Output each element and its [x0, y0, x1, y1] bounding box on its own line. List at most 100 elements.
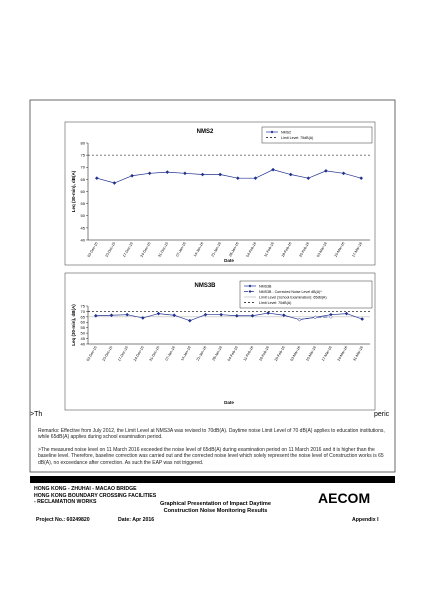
y-axis-label: Leq (30-min), dB(A) [71, 170, 76, 212]
legend-label: Limit Level: 70dB(A) [259, 301, 291, 305]
x-tick-label: 14-Jan-16 [180, 346, 192, 362]
y-tick-label: 60 [81, 189, 86, 194]
x-tick-label: 17-Dec-15 [117, 346, 129, 363]
legend-label: Limit Level (School Examination): 65dB(A… [259, 295, 327, 299]
line: HONG KONG BOUNDARY CROSSING FACILITIES [34, 492, 157, 499]
point [109, 313, 114, 318]
y-tick-label: 80 [81, 140, 86, 145]
x-tick-label: 11-Feb-16 [263, 242, 275, 258]
y-tick-label: 45 [81, 225, 86, 230]
point [219, 312, 224, 317]
point [218, 172, 223, 177]
point [200, 172, 205, 177]
point [187, 318, 192, 323]
y-axis-label: Leq (30-min), dB(A) [71, 304, 76, 346]
overflow-text: peric [374, 411, 390, 418]
y-tick-label: 60 [81, 320, 86, 325]
point [344, 311, 349, 316]
line: - RECLAMATION WORKS [34, 499, 97, 505]
x-tick-label: 25-Feb-16 [274, 346, 286, 362]
x-axis-label: Date [224, 258, 234, 263]
x-tick-label: 07-Jan-16 [175, 242, 187, 258]
y-tick-label: 55 [81, 201, 86, 206]
drawing-title: Graphical Presentation of Impact Daytime… [160, 501, 271, 514]
y-tick-label: 55 [81, 325, 86, 330]
point [156, 311, 161, 316]
y-tick-label: 70 [81, 309, 86, 314]
legend-label: NMS3B - Corrected Noise Level dB(A)* [259, 290, 322, 294]
line: Construction Noise Monitoring Results [163, 507, 268, 514]
x-tick-label: 17-Dec-15 [122, 242, 134, 259]
point [313, 315, 318, 320]
point [250, 313, 255, 318]
x-tick-label: 25-Feb-16 [298, 242, 310, 258]
point [306, 176, 311, 181]
x-tick-label: 24-Mar-16 [337, 345, 349, 361]
point [288, 172, 293, 177]
point [94, 176, 99, 181]
overflow-text: >Th [30, 411, 42, 418]
y-tick-label: 50 [81, 331, 86, 336]
x-tick-label: 28-Jan-16 [211, 346, 223, 362]
point [234, 313, 239, 318]
y-tick-label: 50 [81, 213, 86, 218]
x-tick-label: 24-Dec-15 [133, 346, 145, 363]
point [112, 181, 117, 185]
y-tick-label: 65 [81, 314, 86, 319]
point [359, 176, 364, 181]
y-tick-label: 40 [81, 341, 86, 346]
point [341, 171, 346, 176]
point [147, 171, 152, 176]
point [271, 167, 275, 172]
point [360, 317, 365, 321]
remark: >The measured noise level on 11 March 20… [38, 447, 384, 466]
point [281, 313, 286, 318]
chart-title: NMS2 [197, 129, 214, 135]
y-tick-label: 75 [81, 303, 86, 308]
point [235, 176, 240, 181]
point [130, 173, 134, 178]
disclaimer-bar [30, 476, 395, 483]
x-tick-label: 04-Feb-16 [227, 346, 239, 362]
point [253, 176, 258, 181]
x-tick-label: 18-Feb-16 [258, 346, 270, 362]
point [125, 312, 130, 317]
legend-marker [248, 290, 252, 293]
point [93, 313, 98, 318]
appendix: Appendix I [352, 517, 379, 523]
x-tick-label: 31-Mar-16 [352, 345, 364, 361]
date: Date: Apr 2016 [118, 517, 155, 523]
x-tick-label: 04-Feb-16 [246, 242, 258, 258]
project-title: HONG KONG - ZHUHAI - MACAO BRIDGE HONG K… [34, 486, 156, 506]
x-tick-label: 24-Dec-15 [140, 242, 152, 259]
x-tick-label: 17-Mar-16 [321, 345, 333, 361]
remark: Remarks: Effective from July 2012, the L… [38, 428, 385, 441]
chart-box [64, 121, 376, 266]
point [172, 313, 177, 318]
y-tick-label: 40 [81, 237, 86, 242]
y-tick-label: 70 [81, 165, 86, 170]
y-tick-label: 45 [81, 336, 86, 341]
y-tick-label: 75 [81, 153, 86, 158]
point [140, 316, 145, 320]
x-tick-label: 03-Mar-16 [316, 241, 328, 257]
x-tick-label: 10-Mar-16 [334, 241, 346, 257]
x-tick-label: 31-Dec-15 [149, 346, 161, 363]
x-tick-label: 10-Dec-15 [102, 346, 114, 363]
legend-label: NMS3B [259, 284, 272, 288]
point [328, 314, 333, 319]
point [203, 312, 208, 317]
line: Graphical Presentation of Impact Daytime [160, 501, 271, 507]
x-tick-label: 03-Dec-15 [87, 242, 99, 259]
series-line [95, 312, 363, 322]
x-tick-label: 18-Feb-16 [281, 242, 293, 258]
project-no: Project No.: 60249820 [36, 517, 90, 523]
legend-box [239, 280, 373, 309]
x-tick-label: 11-Feb-16 [243, 346, 255, 362]
point [183, 171, 187, 176]
chart-title: NMS3B [194, 283, 216, 289]
point [165, 170, 170, 174]
x-tick-label: 31-Dec-15 [157, 242, 169, 259]
